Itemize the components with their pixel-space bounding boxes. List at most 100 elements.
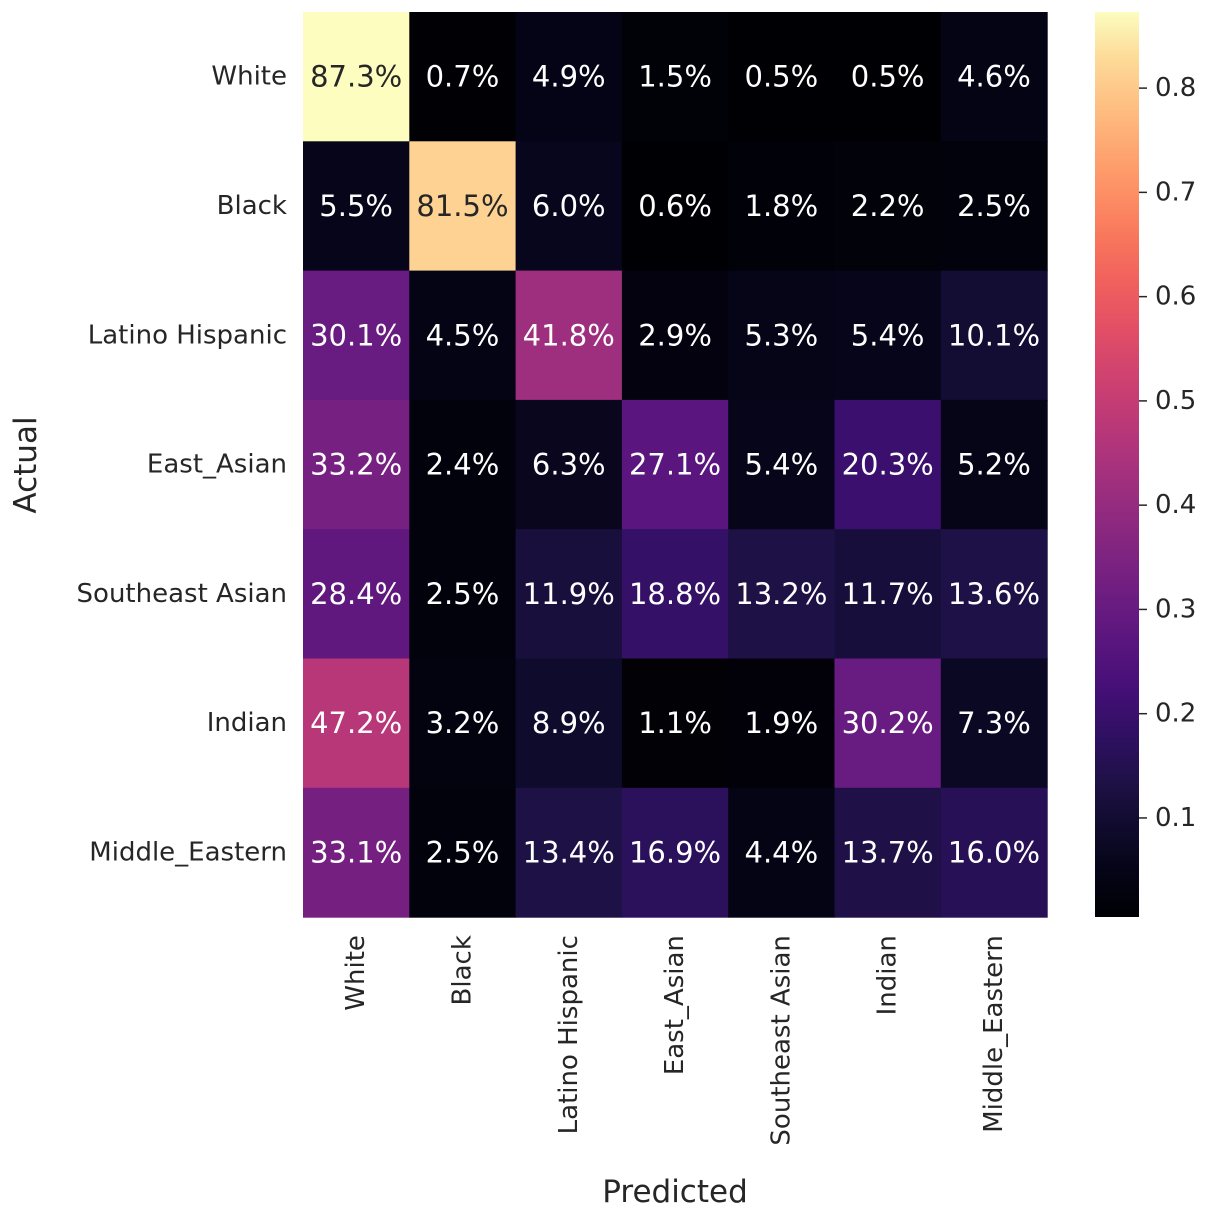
x-tick-label: White	[341, 935, 371, 1011]
heatmap-cell-label: 6.0%	[532, 189, 606, 223]
heatmap-cell	[409, 658, 517, 789]
heatmap-cell	[621, 658, 729, 789]
colorbar-gradient	[1095, 12, 1139, 917]
heatmap-cell	[834, 12, 942, 142]
heatmap-cell-label: 4.9%	[532, 60, 606, 94]
colorbar-tick-label: 0.2	[1155, 699, 1196, 729]
heatmap-cell-label: 7.3%	[957, 706, 1031, 740]
y-tick-label: Black	[217, 191, 287, 221]
heatmap-cell	[515, 12, 623, 142]
y-tick-label: Southeast Asian	[77, 579, 287, 609]
colorbar: 0.1 0.2 0.3 0.4 0.5 0.6 0.7 0.8	[1095, 12, 1196, 917]
heatmap-cell	[728, 658, 836, 789]
heatmap-cell-label: 13.2%	[735, 577, 827, 611]
heatmap-cell-label: 3.2%	[426, 706, 500, 740]
heatmap-cell	[515, 270, 623, 401]
heatmap-cell-label: 4.6%	[957, 60, 1031, 94]
heatmap-cell-label: 5.5%	[319, 189, 393, 223]
heatmap-cell-label: 81.5%	[416, 189, 508, 223]
heatmap-cell	[621, 12, 729, 142]
colorbar-tick-label: 0.3	[1155, 594, 1196, 624]
heatmap-cell-label: 1.5%	[638, 60, 712, 94]
heatmap-cell-label: 10.1%	[948, 318, 1040, 352]
heatmap-cell-label: 4.5%	[426, 318, 500, 352]
x-tick-label: Indian	[873, 935, 903, 1015]
heatmap-cell-label: 28.4%	[310, 577, 402, 611]
heatmap-cell-label: 2.5%	[957, 189, 1031, 223]
heatmap-cell	[303, 787, 410, 918]
heatmap-cells	[303, 12, 1048, 918]
x-tick-label: Black	[447, 935, 477, 1005]
heatmap-cell	[409, 399, 517, 530]
heatmap-cell-label: 1.9%	[745, 706, 819, 740]
heatmap-cell-label: 1.8%	[745, 189, 819, 223]
heatmap-cell	[728, 12, 836, 142]
heatmap-cell-label: 2.5%	[426, 577, 500, 611]
heatmap-cell-label: 13.4%	[523, 835, 615, 869]
heatmap-cell	[621, 270, 729, 401]
colorbar-tick-label: 0.4	[1155, 490, 1196, 520]
heatmap-cell	[621, 787, 729, 918]
y-axis-title: Actual	[8, 416, 44, 513]
heatmap-cell	[303, 658, 410, 789]
heatmap-cell-label: 5.2%	[957, 448, 1031, 482]
heatmap-cell	[728, 270, 836, 401]
heatmap-cell-label: 0.6%	[638, 189, 712, 223]
heatmap-cell-label: 16.0%	[948, 835, 1040, 869]
heatmap-cell-label: 0.5%	[851, 60, 925, 94]
heatmap-cell	[515, 399, 623, 530]
heatmap-cell-label: 16.9%	[629, 835, 721, 869]
heatmap-cell	[940, 787, 1048, 918]
heatmap-cell-label: 33.2%	[310, 448, 402, 482]
x-tick-label: Latino Hispanic	[554, 935, 584, 1134]
heatmap-cell-label: 2.9%	[638, 318, 712, 352]
heatmap-cell-label: 27.1%	[629, 448, 721, 482]
heatmap-cell	[515, 529, 623, 660]
heatmap-cell	[940, 270, 1048, 401]
heatmap-cell-label: 0.7%	[426, 60, 500, 94]
heatmap-cell	[303, 399, 410, 530]
heatmap-cell	[940, 399, 1048, 530]
heatmap-cell	[621, 399, 729, 530]
heatmap-cell	[409, 12, 517, 142]
x-tick-label: Southeast Asian	[766, 935, 796, 1145]
heatmap-cell-label: 13.6%	[948, 577, 1040, 611]
heatmap-cell	[303, 270, 410, 401]
heatmap-cell	[728, 141, 836, 272]
colorbar-tick-label: 0.1	[1155, 803, 1196, 833]
heatmap-cell	[728, 787, 836, 918]
colorbar-tick-label: 0.5	[1155, 386, 1196, 416]
heatmap-cell-label: 87.3%	[310, 60, 402, 94]
heatmap-cell	[515, 658, 623, 789]
heatmap-cell-label: 2.5%	[426, 835, 500, 869]
heatmap-cell	[834, 399, 942, 530]
heatmap-cell-label: 0.5%	[745, 60, 819, 94]
heatmap-cell-label: 5.4%	[745, 448, 819, 482]
x-axis-tick-labels: White Black Latino Hispanic East_Asian South…	[341, 935, 1009, 1145]
heatmap-cell	[834, 270, 942, 401]
heatmap-cell	[621, 141, 729, 272]
heatmap-cell	[940, 12, 1048, 142]
x-tick-label: East_Asian	[660, 935, 690, 1075]
heatmap-cell	[303, 12, 410, 142]
heatmap-cell-label: 20.3%	[842, 448, 934, 482]
y-tick-label: Latino Hispanic	[88, 320, 287, 350]
heatmap-cell-label: 5.3%	[745, 318, 819, 352]
heatmap-cell	[728, 529, 836, 660]
heatmap-cell	[409, 141, 517, 272]
heatmap-cell	[409, 787, 517, 918]
heatmap-cell-label: 2.4%	[426, 448, 500, 482]
heatmap-cell	[515, 787, 623, 918]
y-tick-label: East_Asian	[147, 450, 287, 480]
heatmap-cell-label: 13.7%	[842, 835, 934, 869]
heatmap-cell-label: 18.8%	[629, 577, 721, 611]
y-tick-label: White	[211, 62, 287, 92]
heatmap-cell	[409, 529, 517, 660]
heatmap-cell	[303, 141, 410, 272]
heatmap-cell	[834, 658, 942, 789]
heatmap-cell	[834, 141, 942, 272]
heatmap-cell-labels: 87.3% 0.7% 4.9% 1.5% 0.5% 0.5% 4.6% 5.5% 81.5% 6.…	[310, 60, 1040, 870]
heatmap-cell	[834, 529, 942, 660]
heatmap-cell-label: 41.8%	[523, 318, 615, 352]
